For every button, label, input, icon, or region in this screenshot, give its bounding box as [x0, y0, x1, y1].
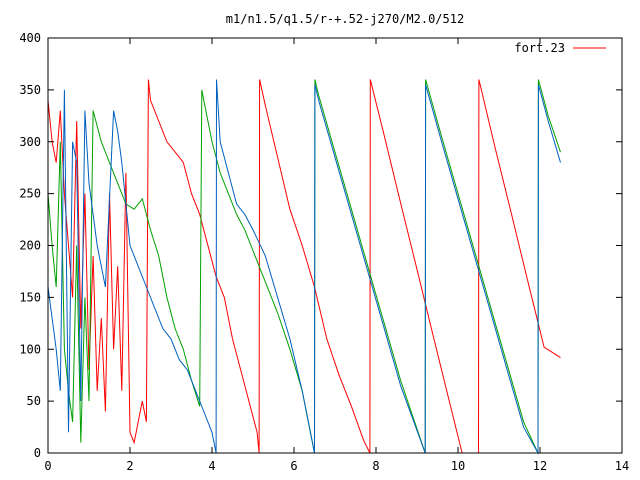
series-line-0 — [47, 79, 561, 454]
x-tick-label: 12 — [533, 459, 547, 473]
y-tick-label: 400 — [19, 31, 41, 45]
x-tick-label: 4 — [208, 459, 215, 473]
chart-title: m1/n1.5/q1.5/r-+.52-j270/M2.0/512 — [226, 12, 464, 26]
plot-frame — [47, 37, 623, 454]
x-tick-label: 2 — [126, 459, 133, 473]
x-tick-label: 6 — [290, 459, 297, 473]
x-tick-label: 10 — [451, 459, 465, 473]
x-tick-label: 0 — [44, 459, 51, 473]
series-line-1 — [47, 79, 561, 454]
x-tick-label: 14 — [615, 459, 629, 473]
y-tick-label: 150 — [19, 290, 41, 304]
legend-label: fort.23 — [514, 41, 565, 55]
y-tick-label: 200 — [19, 239, 41, 253]
y-tick-label: 0 — [34, 446, 41, 460]
y-tick-label: 50 — [27, 394, 41, 408]
series-line-2 — [47, 79, 561, 455]
y-tick-label: 250 — [19, 187, 41, 201]
y-tick-label: 100 — [19, 342, 41, 356]
series-layer — [47, 79, 561, 455]
axis-layer: 0 2 4 6 8 10 12 14 0 50 100 150 200 250 300 350 400 — [19, 31, 629, 473]
y-tick-label: 350 — [19, 83, 41, 97]
x-tick-label: 8 — [372, 459, 379, 473]
y-tick-label: 300 — [19, 135, 41, 149]
legend: fort.23 — [514, 41, 606, 55]
